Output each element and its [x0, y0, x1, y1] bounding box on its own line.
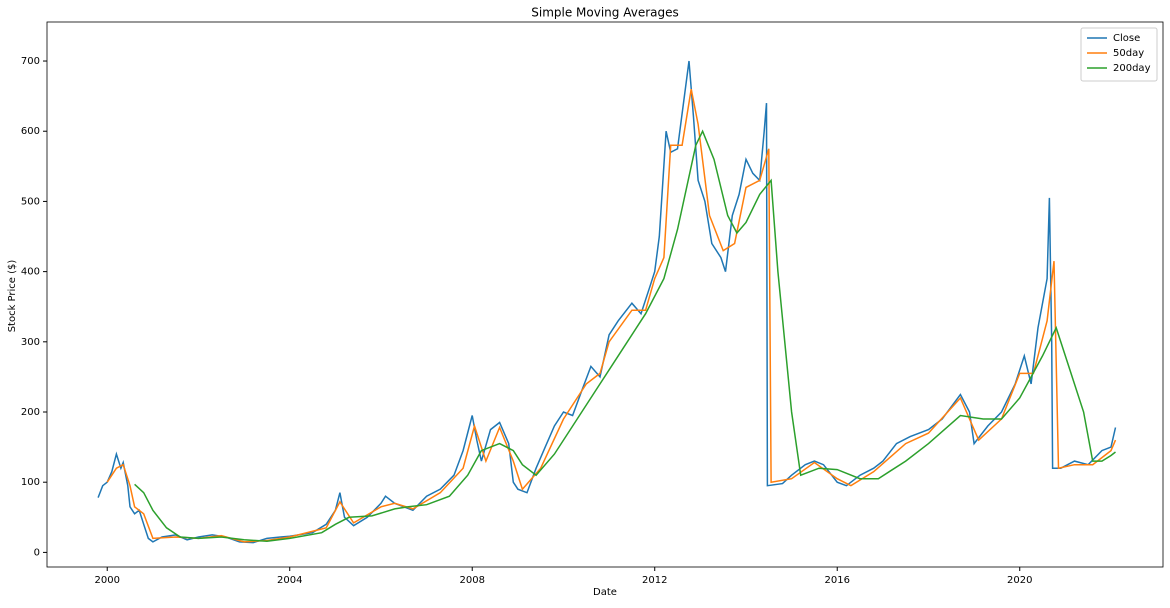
y-axis-label: Stock Price ($) [7, 260, 18, 333]
x-tick-label: 2020 [1007, 575, 1032, 586]
line-series [97, 60, 1117, 544]
y-tick-label: 600 [21, 126, 40, 137]
line-series [106, 88, 1117, 543]
y-tick-label: 300 [21, 337, 40, 348]
y-tick-label: 100 [21, 477, 40, 488]
x-tick-label: 2000 [94, 575, 119, 586]
plot-frame [46, 21, 1164, 568]
y-tick-label: 200 [21, 407, 40, 418]
y-tick-label: 400 [21, 267, 40, 278]
legend-label: Close [1113, 33, 1140, 44]
x-tick-label: 2016 [825, 575, 850, 586]
legend-label: 50day [1113, 48, 1144, 59]
line-series [134, 129, 1116, 542]
y-tick-label: 500 [21, 196, 40, 207]
x-tick-label: 2012 [642, 575, 667, 586]
x-tick-label: 2008 [460, 575, 485, 586]
x-tick-label: 2004 [277, 575, 302, 586]
y-tick-label: 0 [34, 547, 40, 558]
x-axis-label: Date [593, 587, 617, 598]
chart-title: Simple Moving Averages [531, 6, 679, 20]
legend-label: 200day [1113, 63, 1151, 74]
y-tick-label: 700 [21, 56, 40, 67]
